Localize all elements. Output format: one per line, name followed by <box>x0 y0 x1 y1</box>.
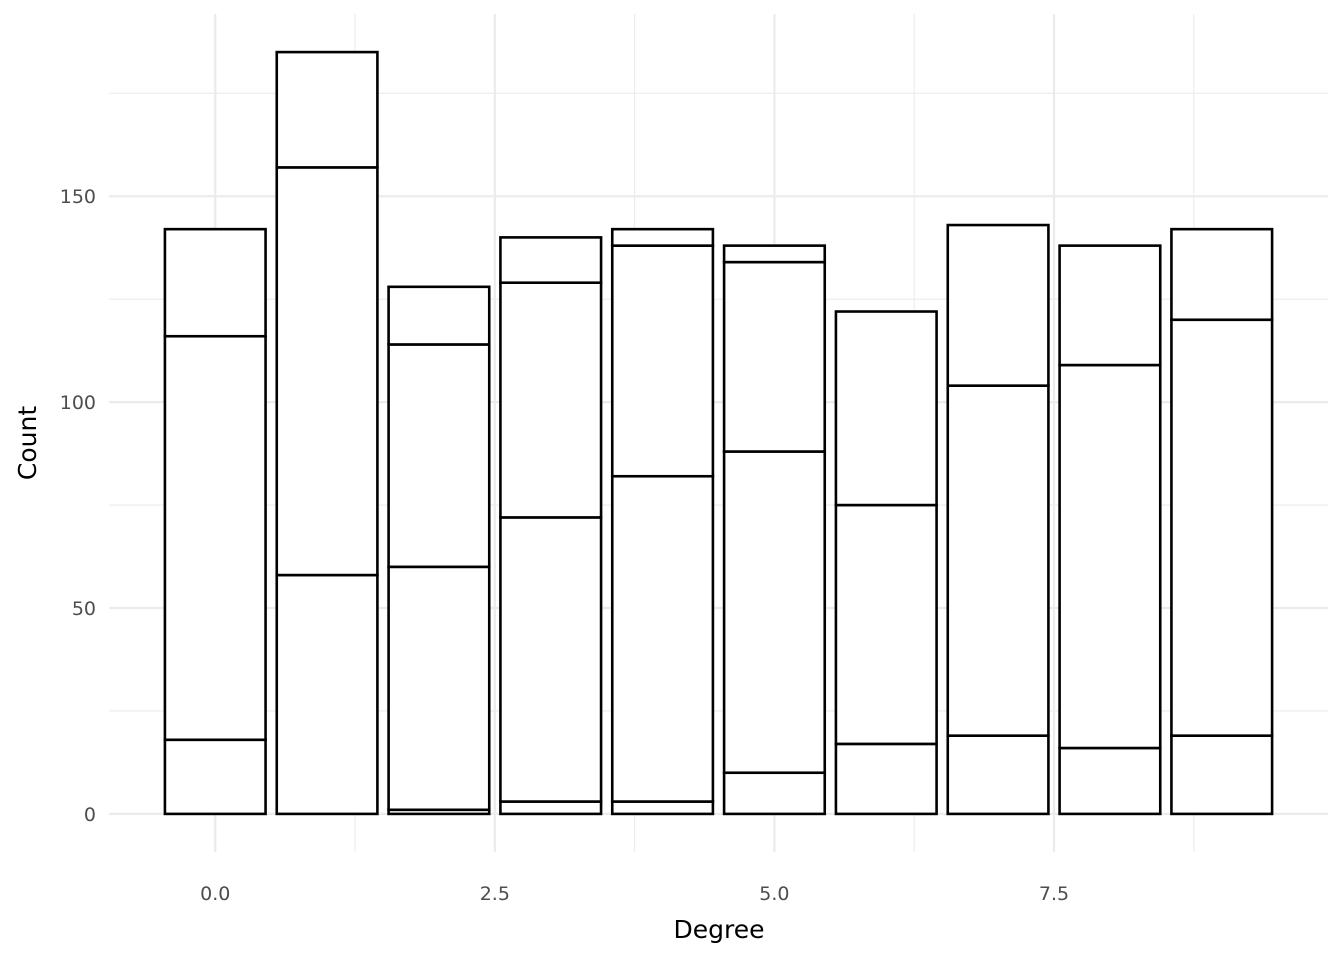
bar-segment <box>834 742 938 816</box>
bar-segment <box>1058 363 1162 750</box>
bar-segment <box>275 50 379 169</box>
bar-segment <box>1170 734 1274 816</box>
y-axis-title: Count <box>13 406 42 480</box>
x-axis-title: Degree <box>674 915 765 944</box>
bar-segment <box>946 734 1050 816</box>
bar-segment <box>163 738 267 816</box>
x-tick-label: 5.0 <box>759 883 789 905</box>
bar-segment <box>1058 244 1162 367</box>
bar-segment <box>499 516 603 803</box>
bar-segment <box>722 771 827 816</box>
bar-segment <box>387 285 491 346</box>
y-tick-label: 150 <box>60 186 96 208</box>
bar-segment <box>1170 227 1274 322</box>
bar-stack-6 <box>834 310 938 816</box>
bar-segment <box>722 260 827 453</box>
bar-segment <box>610 244 715 478</box>
x-tick-label: 0.0 <box>200 883 230 905</box>
bar-segment <box>163 334 267 742</box>
bar-stack-7 <box>946 223 1050 816</box>
bar-segment <box>946 223 1050 387</box>
bar-segment <box>387 565 491 812</box>
bar-segment <box>1170 318 1274 737</box>
bar-segment <box>834 503 938 746</box>
bar-stack-2 <box>387 285 491 816</box>
bar-segment <box>946 384 1050 737</box>
bar-stack-9 <box>1170 227 1274 816</box>
x-tick-label: 7.5 <box>1039 883 1069 905</box>
bar-segment <box>499 281 603 519</box>
bar-segment <box>275 573 379 816</box>
x-tick-label: 2.5 <box>480 883 510 905</box>
bar-segment <box>722 450 827 775</box>
bar-segment <box>834 310 938 507</box>
bar-segment <box>163 227 267 338</box>
bar-stack-4 <box>610 227 715 816</box>
bar-segment <box>1058 746 1162 816</box>
bar-stack-0 <box>163 227 267 816</box>
bar-segment <box>610 800 715 816</box>
y-tick-label: 0 <box>84 804 96 826</box>
bar-stack-8 <box>1058 244 1162 816</box>
y-tick-label: 100 <box>60 392 96 414</box>
tick-labels-layer: 0.0 2.5 5.0 7.5 0 50 100 150 <box>60 186 1069 905</box>
bar-segment <box>499 236 603 284</box>
bar-segment <box>610 474 715 803</box>
y-tick-label: 50 <box>72 598 96 620</box>
bar-stack-1 <box>275 50 379 816</box>
bar-segment <box>722 244 827 264</box>
bar-stack-5 <box>722 244 827 816</box>
bar-segment <box>275 166 379 577</box>
bar-segment <box>387 343 491 569</box>
bars-layer <box>163 50 1274 816</box>
bar-segment <box>499 800 603 816</box>
bar-segment <box>610 227 715 247</box>
bar-stack-3 <box>499 236 603 816</box>
